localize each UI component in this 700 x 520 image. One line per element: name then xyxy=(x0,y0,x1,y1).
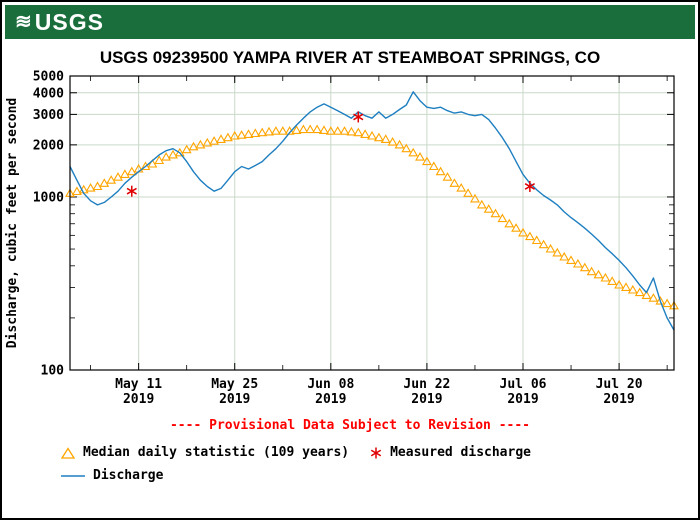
discharge-line xyxy=(69,91,675,331)
tick-label: 5000 xyxy=(33,70,64,85)
page-title: USGS 09239500 YAMPA RIVER AT STEAMBOAT S… xyxy=(99,48,601,67)
tick-label: 2019 xyxy=(123,392,154,407)
usgs-waves-icon: ≋ xyxy=(15,11,32,33)
provisional-notice: ---- Provisional Data Subject to Revisio… xyxy=(169,418,531,433)
median-triangle-icon xyxy=(60,446,76,459)
discharge-line-icon xyxy=(61,474,85,477)
measured-discharge-point xyxy=(524,180,536,192)
y-axis-title: Discharge, cubic feet per second xyxy=(5,98,20,348)
plot-frame xyxy=(69,75,675,371)
tick-label: 4000 xyxy=(33,86,64,101)
tick-label: May 11 xyxy=(115,377,162,392)
tick-label: Jul 06 xyxy=(500,377,547,392)
tick-label: Jun 22 xyxy=(403,377,450,392)
tick-label: 2019 xyxy=(507,392,538,407)
usgs-header: ≋ USGS xyxy=(5,5,695,39)
tick-label: 2019 xyxy=(603,392,634,407)
tick-label: 2000 xyxy=(33,138,64,153)
tick-label: 1000 xyxy=(33,190,64,205)
legend-measured-label: Measured discharge xyxy=(390,445,531,460)
median-daily-triangles xyxy=(65,124,679,310)
tick-label: 3000 xyxy=(33,108,64,123)
tick-label: 100 xyxy=(41,364,65,379)
tick-label: Jul 20 xyxy=(596,377,643,392)
legend-row-2: Discharge xyxy=(60,464,698,487)
tick-label: Jun 08 xyxy=(307,377,354,392)
measured-asterisk-icon xyxy=(370,447,382,458)
legend-row-1: Median daily statistic (109 years) Measu… xyxy=(60,441,698,464)
tick-label: May 25 xyxy=(211,377,258,392)
tick-label: 2019 xyxy=(411,392,442,407)
tick-label: 2019 xyxy=(219,392,250,407)
legend-discharge-label: Discharge xyxy=(93,468,164,483)
legend-median-label: Median daily statistic (109 years) xyxy=(83,445,350,460)
measured-discharge-point xyxy=(353,111,364,123)
usgs-logo[interactable]: ≋ USGS xyxy=(15,9,104,36)
tick-label: 2019 xyxy=(315,392,346,407)
usgs-logo-text: USGS xyxy=(34,8,104,35)
measured-discharge-point xyxy=(126,185,137,197)
legend: Median daily statistic (109 years) Measu… xyxy=(60,441,698,487)
